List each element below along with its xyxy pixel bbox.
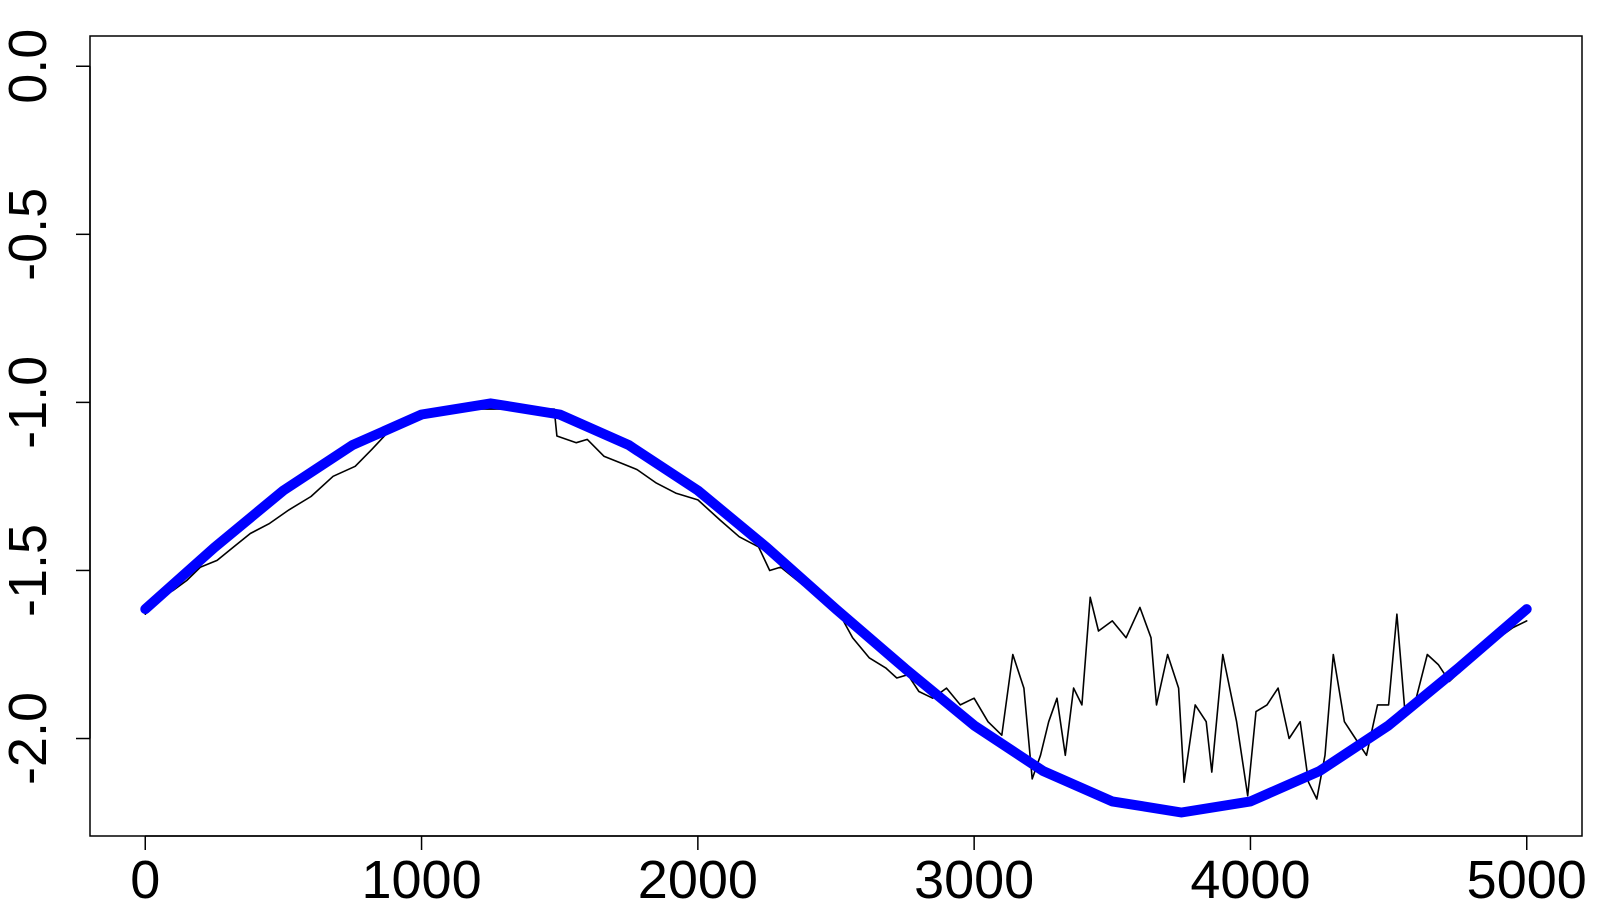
x-tick-label: 2000 xyxy=(638,850,758,900)
y-tick-label: -0.5 xyxy=(0,188,58,281)
x-tick-label: 5000 xyxy=(1467,850,1587,900)
plot-frame xyxy=(89,35,1583,837)
smooth-series-layer xyxy=(140,398,1532,818)
x-axis: 0 1000 2000 3000 4000 5000 xyxy=(130,835,1587,900)
y-tick-label: -1.0 xyxy=(0,356,58,449)
x-tick-label: 0 xyxy=(130,850,160,900)
y-tick-label: -1.5 xyxy=(0,524,58,617)
y-tick-label: -2.0 xyxy=(0,692,58,785)
x-tick-label: 3000 xyxy=(914,850,1034,900)
x-tick-label: 4000 xyxy=(1190,850,1310,900)
x-tick-label: 1000 xyxy=(361,850,481,900)
smooth-series-line xyxy=(140,398,1532,818)
y-tick-label: 0.0 xyxy=(0,29,58,104)
y-axis: -2.0 -1.5 -1.0 -0.5 0.0 xyxy=(0,29,91,785)
